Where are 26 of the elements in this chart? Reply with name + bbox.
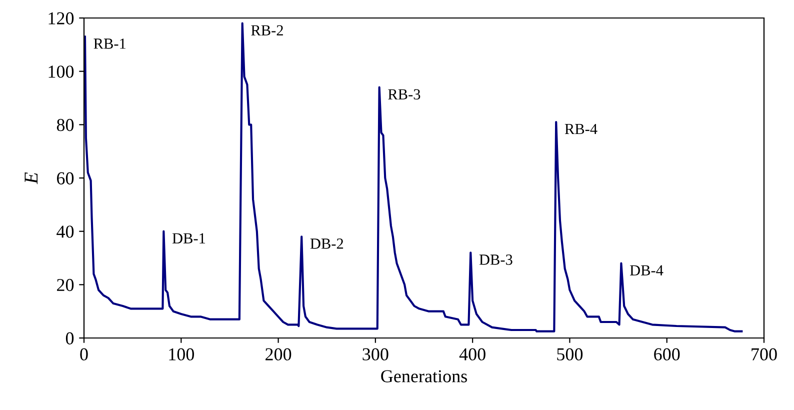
annotation: DB-4 (630, 265, 664, 276)
y-tick-label: 100 (48, 66, 74, 78)
y-axis-title: E (24, 172, 38, 184)
annotation: RB-2 (251, 25, 283, 36)
y-tick-label: 40 (56, 226, 74, 238)
x-tick-label: 0 (80, 348, 88, 360)
annotation: RB-1 (94, 38, 126, 49)
x-tick-label: 400 (459, 348, 486, 360)
annotation: DB-3 (479, 254, 512, 265)
y-tick-label: 60 (57, 172, 74, 184)
y-tick-label: 0 (66, 332, 74, 344)
annotation: DB-2 (310, 238, 344, 249)
x-tick-label: 700 (752, 348, 777, 360)
line-series (84, 22, 743, 332)
annotation: RB-4 (564, 124, 598, 134)
y-tick-label: 80 (56, 118, 74, 132)
annotation: DB-1 (172, 233, 206, 244)
y-tick-label: 20 (57, 278, 74, 292)
x-tick-label: 300 (362, 348, 388, 360)
x-axis-title: Generations (381, 370, 467, 382)
x-tick-label: 600 (654, 348, 680, 360)
y-tick-label: 120 (48, 12, 74, 24)
x-tick-label: 100 (169, 348, 194, 360)
x-tick-label: 500 (557, 348, 583, 360)
annotation: RB-3 (388, 89, 420, 100)
x-tick-label: 200 (266, 348, 292, 360)
